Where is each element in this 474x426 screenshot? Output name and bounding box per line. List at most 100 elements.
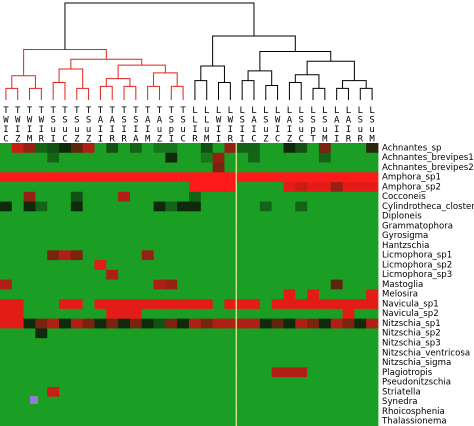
heatmap-cell xyxy=(82,279,95,290)
heatmap-cell xyxy=(47,338,60,349)
heatmap-cell xyxy=(153,279,166,290)
heatmap-cell xyxy=(35,269,48,281)
column-label-char: A xyxy=(346,116,352,126)
heatmap-cell xyxy=(248,347,261,359)
column-label-char: L xyxy=(216,106,221,116)
heatmap-cell xyxy=(0,221,13,232)
heatmap-cell xyxy=(354,221,367,232)
heatmap-cell xyxy=(141,221,154,232)
heatmap-cell xyxy=(200,338,214,349)
heatmap-cell xyxy=(283,318,296,329)
heatmap-cell xyxy=(94,162,107,173)
heatmap-cell xyxy=(70,269,84,281)
heatmap-cell xyxy=(0,182,13,193)
column-label-char: L xyxy=(275,106,280,116)
heatmap-cell xyxy=(295,386,308,398)
heatmap-cell xyxy=(177,172,190,183)
heatmap-cell xyxy=(318,279,332,290)
heatmap-cell xyxy=(212,221,225,232)
column-label-char: I xyxy=(192,125,197,135)
column-label-char: A xyxy=(287,116,293,126)
heatmap-cell xyxy=(200,260,214,271)
column-label-char: L xyxy=(228,106,233,116)
heatmap-cell xyxy=(330,279,343,290)
heatmap-cell xyxy=(259,201,273,212)
heatmap-cell xyxy=(35,338,48,349)
dendrogram-link xyxy=(241,80,255,100)
heatmap-cell xyxy=(177,289,190,300)
heatmap-cell xyxy=(59,406,72,417)
heatmap-cell xyxy=(35,143,48,154)
heatmap-cell xyxy=(106,328,119,339)
column-label-char: S xyxy=(180,116,185,126)
heatmap-cell xyxy=(200,318,214,329)
heatmap-cell xyxy=(59,396,72,407)
heatmap-cell xyxy=(200,406,214,417)
heatmap-cell xyxy=(153,152,166,163)
heatmap-cell xyxy=(11,328,25,339)
column-label-char: T xyxy=(133,106,139,116)
heatmap-cell xyxy=(11,289,25,300)
heatmap-cell xyxy=(259,191,273,202)
row-label: Navicula_sp2 xyxy=(382,309,439,319)
heatmap-cell xyxy=(47,347,60,359)
heatmap-cell xyxy=(70,250,84,261)
heatmap-cell xyxy=(259,357,273,368)
column-label-char: T xyxy=(15,106,21,116)
heatmap-cell xyxy=(318,289,332,300)
heatmap-cell xyxy=(153,182,166,193)
heatmap-cell xyxy=(366,279,379,290)
row-label: Nitzschia_sigma xyxy=(382,358,451,368)
heatmap-cell xyxy=(283,162,296,173)
heatmap-cell xyxy=(35,347,48,359)
heatmap-cell xyxy=(330,162,343,173)
heatmap-cell xyxy=(330,143,343,154)
heatmap-cell xyxy=(295,406,308,417)
heatmap-cell xyxy=(189,240,202,251)
column-label-char: S xyxy=(169,116,174,126)
heatmap-cell xyxy=(141,347,154,359)
heatmap-cell xyxy=(35,367,48,378)
heatmap-cell xyxy=(177,191,190,202)
heatmap-cell xyxy=(11,318,25,329)
heatmap-cell xyxy=(82,250,95,261)
heatmap-cell xyxy=(94,182,107,193)
heatmap-cell xyxy=(106,279,119,290)
heatmap-cell xyxy=(70,279,84,290)
heatmap-cell xyxy=(106,386,119,398)
heatmap-cell xyxy=(354,269,367,281)
dendrogram-link xyxy=(265,84,279,100)
column-label-char: I xyxy=(346,125,351,135)
heatmap-cell xyxy=(366,240,379,251)
column-label-char: S xyxy=(133,116,138,126)
column-label-char: L xyxy=(204,106,209,116)
heatmap-cell xyxy=(70,152,84,163)
heatmap-cell xyxy=(330,377,343,388)
heatmap-cell xyxy=(0,152,13,163)
heatmap-cell xyxy=(307,318,320,329)
heatmap-cell xyxy=(23,172,36,183)
heatmap-cell xyxy=(224,347,237,359)
heatmap-cell xyxy=(70,172,84,183)
heatmap-cell xyxy=(0,143,13,154)
heatmap-cell xyxy=(70,299,84,310)
heatmap-cell xyxy=(141,289,154,300)
column-label-char: T xyxy=(39,106,45,116)
heatmap-cell xyxy=(248,250,261,261)
heatmap-cell xyxy=(354,162,367,173)
column-label-char: T xyxy=(110,106,116,116)
heatmap-cell xyxy=(177,211,190,222)
heatmap-cell xyxy=(342,386,355,398)
heatmap-cell xyxy=(318,221,332,232)
heatmap-cell xyxy=(248,308,261,320)
heatmap-cell xyxy=(189,338,202,349)
heatmap-cell xyxy=(0,269,13,281)
heatmap-cell xyxy=(259,308,273,320)
heatmap-cell xyxy=(248,416,261,426)
heatmap-cell xyxy=(70,308,84,320)
column-label-char: I xyxy=(110,125,115,135)
heatmap-cell xyxy=(0,406,13,417)
heatmap-cell xyxy=(70,201,84,212)
heatmap-cell xyxy=(165,221,178,232)
heatmap-cell xyxy=(189,152,202,163)
